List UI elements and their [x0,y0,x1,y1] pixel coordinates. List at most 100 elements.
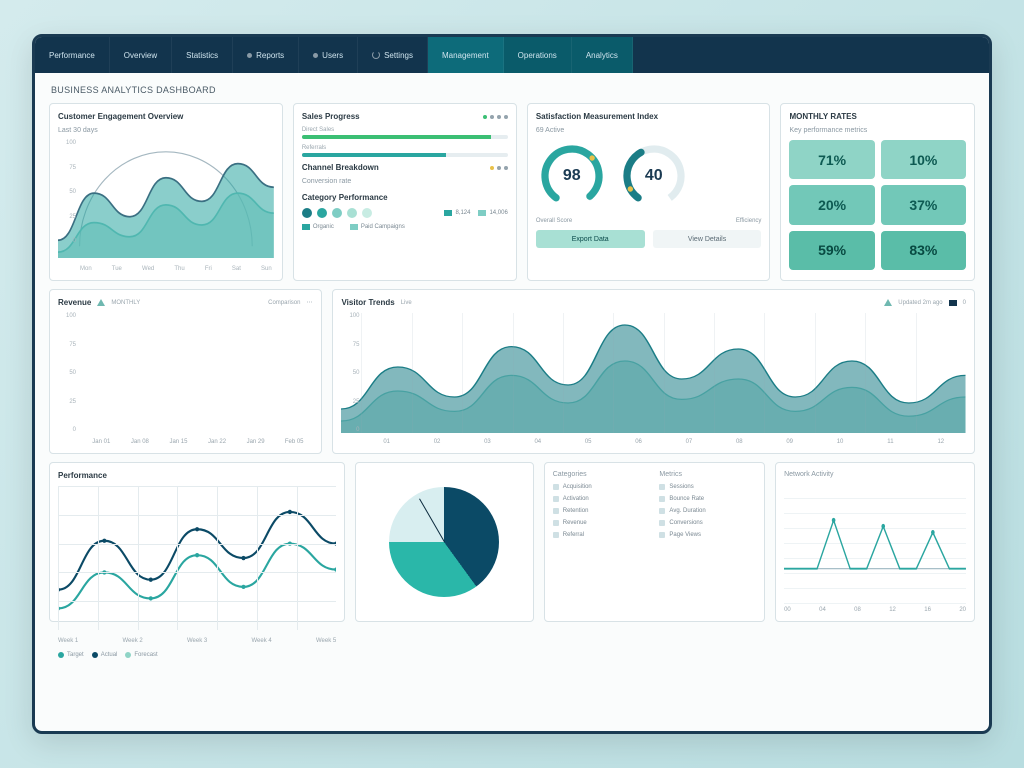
nav-tab-reports[interactable]: Reports [233,37,299,73]
list-item[interactable]: Avg. Duration [659,508,756,514]
axis-tick: 75 [58,165,76,171]
axis-tick: Week 1 [58,638,78,644]
nav-tab-management[interactable]: Management [428,37,504,73]
nav-tab-overview[interactable]: Overview [110,37,172,73]
list-item[interactable]: Activation [553,496,650,502]
nav-tab-users[interactable]: Users [299,37,358,73]
progress-label: Direct Sales [302,127,508,133]
axis-tick: Jan 08 [121,439,160,445]
bullet-icon [659,496,665,502]
metric-tile[interactable]: 20% [789,185,874,224]
list-item[interactable]: Bounce Rate [659,496,756,502]
bars-card: Revenue MONTHLY Comparison⋯ 1007550250 J… [49,289,322,454]
axis-tick: 01 [361,439,411,445]
export data-button[interactable]: Export Data [536,230,645,248]
list-item[interactable]: Revenue [553,520,650,526]
status-dot-icon [313,53,318,58]
axis-tick: 0 [58,238,76,244]
axis-tick: Tue [112,266,122,272]
metric-tile[interactable]: 10% [881,140,966,179]
card-title: Visitor Trends [341,298,394,307]
nav-tab-statistics[interactable]: Statistics [172,37,233,73]
metric-tile[interactable]: 71% [789,140,874,179]
flag-value: 0 [963,300,966,306]
axis-tick: 0 [58,427,76,433]
status-dot-icon [497,115,501,119]
nav-tab-analytics[interactable]: Analytics [572,37,633,73]
card-subtitle: Conversion rate [302,178,508,185]
category-dot-icon [302,208,312,218]
bullet-icon [659,484,665,490]
status-dot-icon [483,115,487,119]
axis-tick: 75 [58,342,76,348]
bullet-icon [553,520,559,526]
gauge-meta: 69 Active [536,127,762,134]
row-2: Revenue MONTHLY Comparison⋯ 1007550250 J… [49,289,975,454]
axis-tick: Jan 29 [236,439,275,445]
axis-tick: Week 4 [252,638,272,644]
card-title: Sales Progress [302,112,360,121]
card-title: Customer Engagement Overview [58,112,274,121]
axis-tick: 07 [664,439,714,445]
status-dot-icon [247,53,252,58]
area-chart: 100 75 50 25 0 [58,140,274,258]
trend-up-icon [97,299,105,306]
nav-label: Statistics [186,51,218,60]
axis-tick: 50 [341,370,359,376]
axis-tick: 50 [58,189,76,195]
status-dot-icon [504,115,508,119]
axis-tick: 25 [58,399,76,405]
list-item[interactable]: Page Views [659,532,756,538]
nav-tab-performance[interactable]: Performance [35,37,110,73]
legend-swatch-icon [949,300,957,306]
card-title: Satisfaction Measurement Index [536,112,658,121]
axis-tick: Jan 22 [198,439,237,445]
view details-button[interactable]: View Details [653,230,762,248]
list-item[interactable]: Retention [553,508,650,514]
legend-item: Paid Campaigns [350,224,405,230]
dashboard-monitor: Performance Overview Statistics Reports User… [32,34,992,734]
metric-tile[interactable]: 59% [789,231,874,270]
axis-tick: 16 [924,607,931,613]
axis-tick: 100 [58,313,76,319]
nav-tab-operations[interactable]: Operations [504,37,572,73]
nav-label: Settings [384,51,413,60]
meta-text: Updated 2m ago [898,300,942,306]
card-subtitle: Key performance metrics [789,127,966,134]
nav-tab-settings[interactable]: Settings [358,37,428,73]
axis-tick: 11 [865,439,915,445]
list-item[interactable]: Referral [553,532,650,538]
axis-tick: 20 [959,607,966,613]
axis-tick: 25 [58,214,76,220]
nav-label: Users [322,51,343,60]
axis-tick: 12 [889,607,896,613]
gauge-value: 98 [536,140,608,212]
nav-label: Reports [256,51,284,60]
axis-tick: 12 [916,439,966,445]
metric-tile[interactable]: 83% [881,231,966,270]
axis-tick: Jan 15 [159,439,198,445]
category-dot-icon [362,208,372,218]
list-item[interactable]: Acquisition [553,484,650,490]
bullet-icon [553,496,559,502]
gauge-value: 40 [618,140,690,212]
options-icon[interactable]: ⋯ [306,299,313,306]
axis-tick: Sun [261,266,272,272]
axis-tick: Week 5 [316,638,336,644]
card-title: Network Activity [784,471,966,478]
list-item[interactable]: Sessions [659,484,756,490]
axis-tick: Mon [80,266,92,272]
pie-card [355,462,534,622]
card-title: MONTHLY RATES [789,112,966,121]
list-item[interactable]: Conversions [659,520,756,526]
axis-tick: Week 2 [123,638,143,644]
axis-tick: 75 [341,342,359,348]
metric-tile[interactable]: 37% [881,185,966,224]
axis-tick: Feb 05 [275,439,314,445]
nav-label: Overview [124,51,157,60]
axis-tick: 09 [764,439,814,445]
axis-tick: 100 [58,140,76,146]
badge: MONTHLY [111,300,140,306]
axis-tick: 05 [563,439,613,445]
meta-text: Comparison [268,300,300,306]
